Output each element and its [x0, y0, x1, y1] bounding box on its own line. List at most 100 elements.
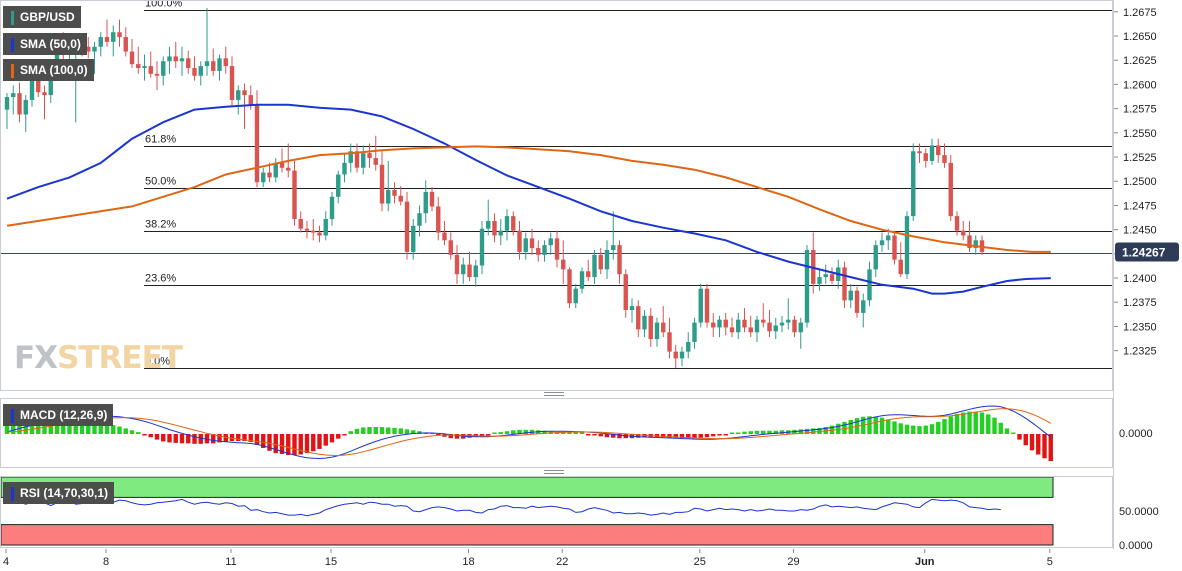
candle-body: [829, 274, 835, 281]
candle: [567, 267, 572, 309]
candle: [492, 213, 497, 243]
macd-hist-bar: [886, 419, 891, 434]
candle-body: [542, 245, 547, 255]
price-axis-label: 1.2600: [1123, 79, 1157, 91]
time-axis[interactable]: 4 8 11 15 18 22 25 29 Jun 5: [0, 549, 1113, 571]
candle: [842, 261, 847, 309]
macd-tag[interactable]: MACD (12,26,9): [3, 404, 114, 426]
candle-body: [248, 95, 253, 105]
macd-hist-bar: [198, 434, 203, 444]
candle: [517, 220, 522, 260]
candle: [542, 240, 547, 262]
price-chart-panel[interactable]: 100.0% 61.8% 50.0% 38.2% 23.6% 0.0%: [0, 0, 1113, 391]
macd-hist-bar: [636, 434, 641, 438]
candle-body: [573, 288, 578, 304]
candle-body: [261, 172, 266, 183]
candle: [329, 191, 335, 226]
candle: [854, 286, 860, 318]
candle: [448, 232, 453, 260]
candle: [17, 82, 22, 123]
rsi-axis-label: 0.0000: [1119, 540, 1153, 552]
macd-hist-bar: [229, 434, 235, 441]
macd-hist-bar: [611, 434, 616, 438]
price-axis-label: 1.2375: [1123, 297, 1157, 309]
candle-body: [373, 158, 378, 165]
candle: [111, 25, 116, 57]
symbol-tag[interactable]: GBP/USD: [3, 6, 81, 28]
candle-body: [254, 104, 260, 183]
candle-body: [504, 216, 510, 231]
macd-hist-bar: [236, 434, 241, 441]
candle-body: [348, 151, 353, 163]
candle: [86, 37, 91, 59]
rsi-tag[interactable]: RSI (14,70,30,1): [3, 482, 115, 504]
time-axis-label: 25: [694, 556, 706, 568]
macd-hist-bar: [942, 419, 947, 434]
macd-hist-bar: [186, 434, 191, 444]
candle: [461, 257, 466, 284]
candle: [42, 85, 47, 120]
price-chart[interactable]: 100.0% 61.8% 50.0% 38.2% 23.6% 0.0%: [1, 1, 1112, 390]
macd-panel[interactable]: [0, 398, 1113, 468]
macd-hist-bar: [911, 425, 916, 434]
macd-hist-bar: [523, 429, 528, 434]
candle: [323, 211, 328, 241]
candle: [923, 148, 928, 168]
candle-body: [86, 46, 91, 52]
macd-hist-bar: [842, 421, 847, 434]
rsi-line: [6, 498, 1001, 517]
price-axis-label: 1.2475: [1123, 200, 1157, 212]
price-axis[interactable]: 1.2675 1.2650 1.2625 1.2600 1.2575 1.2550 1.25…: [1113, 0, 1182, 571]
macd-hist-bar: [161, 434, 166, 442]
current-price-label: 1.24267: [1122, 246, 1166, 260]
candle-body: [792, 319, 797, 333]
candle: [892, 230, 897, 265]
candle-body: [279, 162, 285, 168]
candle-body: [323, 219, 328, 236]
macd-hist-bar: [354, 428, 360, 434]
panel-resize-handle-macd[interactable]: [544, 392, 564, 396]
candle-body: [298, 219, 303, 229]
candle-body: [667, 332, 672, 352]
candle: [154, 61, 160, 91]
candle-body: [736, 319, 741, 333]
time-axis-label: 4: [3, 556, 9, 568]
candle-body: [436, 206, 441, 233]
candle: [879, 232, 885, 252]
candle-body: [567, 269, 572, 304]
macd-axis-label: 0.0000: [1119, 428, 1153, 440]
rsi-chart[interactable]: [1, 477, 1112, 547]
candle: [586, 259, 591, 281]
candle: [779, 315, 785, 333]
candle-body: [36, 80, 41, 93]
macd-hist-bar: [42, 421, 47, 434]
candle-body: [136, 64, 141, 69]
candle-body: [354, 151, 360, 168]
candle-body: [198, 66, 203, 76]
macd-hist-bar: [11, 422, 16, 434]
candle: [636, 300, 641, 338]
sma100-label: SMA (100,0): [20, 63, 88, 77]
price-axis-label: 1.2675: [1123, 7, 1157, 19]
macd-hist-bar: [867, 416, 872, 434]
candle-body: [698, 288, 703, 323]
candle-body: [192, 68, 197, 76]
sma100-tag[interactable]: SMA (100,0): [3, 59, 94, 81]
sma50-tag[interactable]: SMA (50,0): [3, 33, 87, 55]
rsi-panel[interactable]: [0, 476, 1113, 548]
macd-hist-bar: [242, 434, 247, 441]
macd-hist-bar: [879, 417, 885, 434]
candle: [642, 310, 647, 338]
candle: [704, 283, 710, 328]
macd-chart[interactable]: [1, 399, 1112, 467]
candle: [667, 317, 672, 359]
macd-signal-line: [6, 408, 1052, 457]
panel-resize-handle-rsi[interactable]: [544, 470, 564, 474]
candle: [467, 251, 472, 281]
macd-hist-bar: [192, 434, 197, 444]
candle: [142, 54, 147, 81]
macd-hist-bar: [148, 434, 153, 438]
candle: [817, 269, 822, 291]
candle: [386, 160, 391, 212]
macd-hist-bar: [923, 425, 928, 434]
